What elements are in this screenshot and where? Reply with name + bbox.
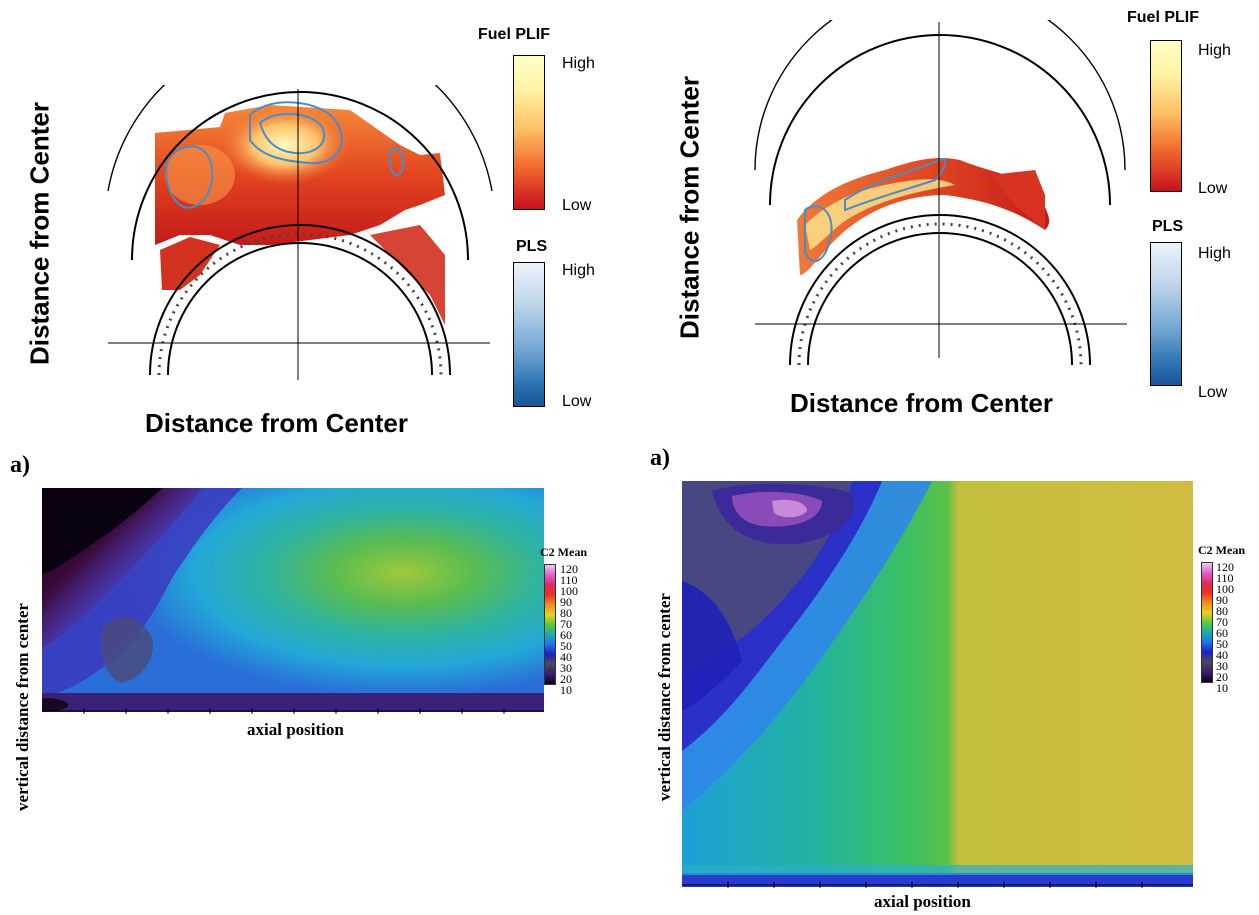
axis-crosshair [108,89,490,380]
combustor-arcs [107,85,493,376]
bottom-left-colorbar [544,564,556,685]
bottom-right-colorbar-title: C2 Mean [1198,543,1245,557]
bottom-left-colorbar-title: C2 Mean [540,545,587,559]
bottom-left-xaxis-ticks [42,708,544,714]
top-left-pls-low-label: Low [562,393,592,410]
top-right-pls-high-label: High [1198,245,1231,262]
bottom-left-panel-letter: a) [10,452,30,478]
bottom-left-ylabel: vertical distance from center [13,603,32,811]
bottom-right-xlabel: axial position [874,892,971,911]
top-left-ylabel: Distance from Center [24,102,55,365]
top-right-pls-low-label: Low [1198,384,1228,401]
pls-contours [165,101,405,209]
bottom-right-ylabel: vertical distance from center [655,593,674,801]
bottom-left-xlabel: axial position [247,720,344,739]
bottom-right-xaxis-ticks [682,882,1193,888]
top-right-pls-colorbar [1150,242,1182,386]
top-left-pls-high-label: High [562,262,595,279]
top-left-fuel-colorbar [513,55,545,210]
bottom-left-c2-heatmap [42,488,544,712]
fuel-plif-region [155,105,445,325]
fuel-plif-region [797,158,1050,275]
top-left-pls-legend-title: PLS [516,238,548,255]
bottom-left-colorbar-ticks: 120 110 100 90 80 70 60 50 40 30 20 10 [560,562,578,697]
bottom-right-colorbar-ticks: 120 110 100 90 80 70 60 50 40 30 20 10 [1216,560,1234,695]
top-right-fuel-legend-title: Fuel PLIF [1127,9,1199,26]
bottom-right-c2-heatmap [682,481,1193,887]
top-right-pls-legend-title: PLS [1152,218,1184,235]
top-left-fuel-low-label: Low [562,197,592,214]
pls-contours [804,158,947,263]
top-right-combustor-plot [754,20,1127,365]
top-left-fuel-legend-title: Fuel PLIF [478,26,550,43]
top-left-fuel-high-label: High [562,55,595,72]
bottom-right-colorbar [1201,562,1213,683]
combustor-arcs [754,20,1126,365]
top-right-fuel-high-label: High [1198,42,1231,59]
top-left-pls-colorbar [513,262,545,407]
top-right-xlabel: Distance from Center [790,388,1053,418]
top-right-ylabel: Distance from Center [674,76,705,339]
axis-crosshair [755,22,1127,358]
top-left-combustor-plot [107,85,493,380]
top-right-fuel-low-label: Low [1198,180,1228,197]
top-left-xlabel: Distance from Center [145,408,408,438]
top-right-fuel-colorbar [1150,40,1182,192]
bottom-right-panel-letter: a) [650,445,670,471]
